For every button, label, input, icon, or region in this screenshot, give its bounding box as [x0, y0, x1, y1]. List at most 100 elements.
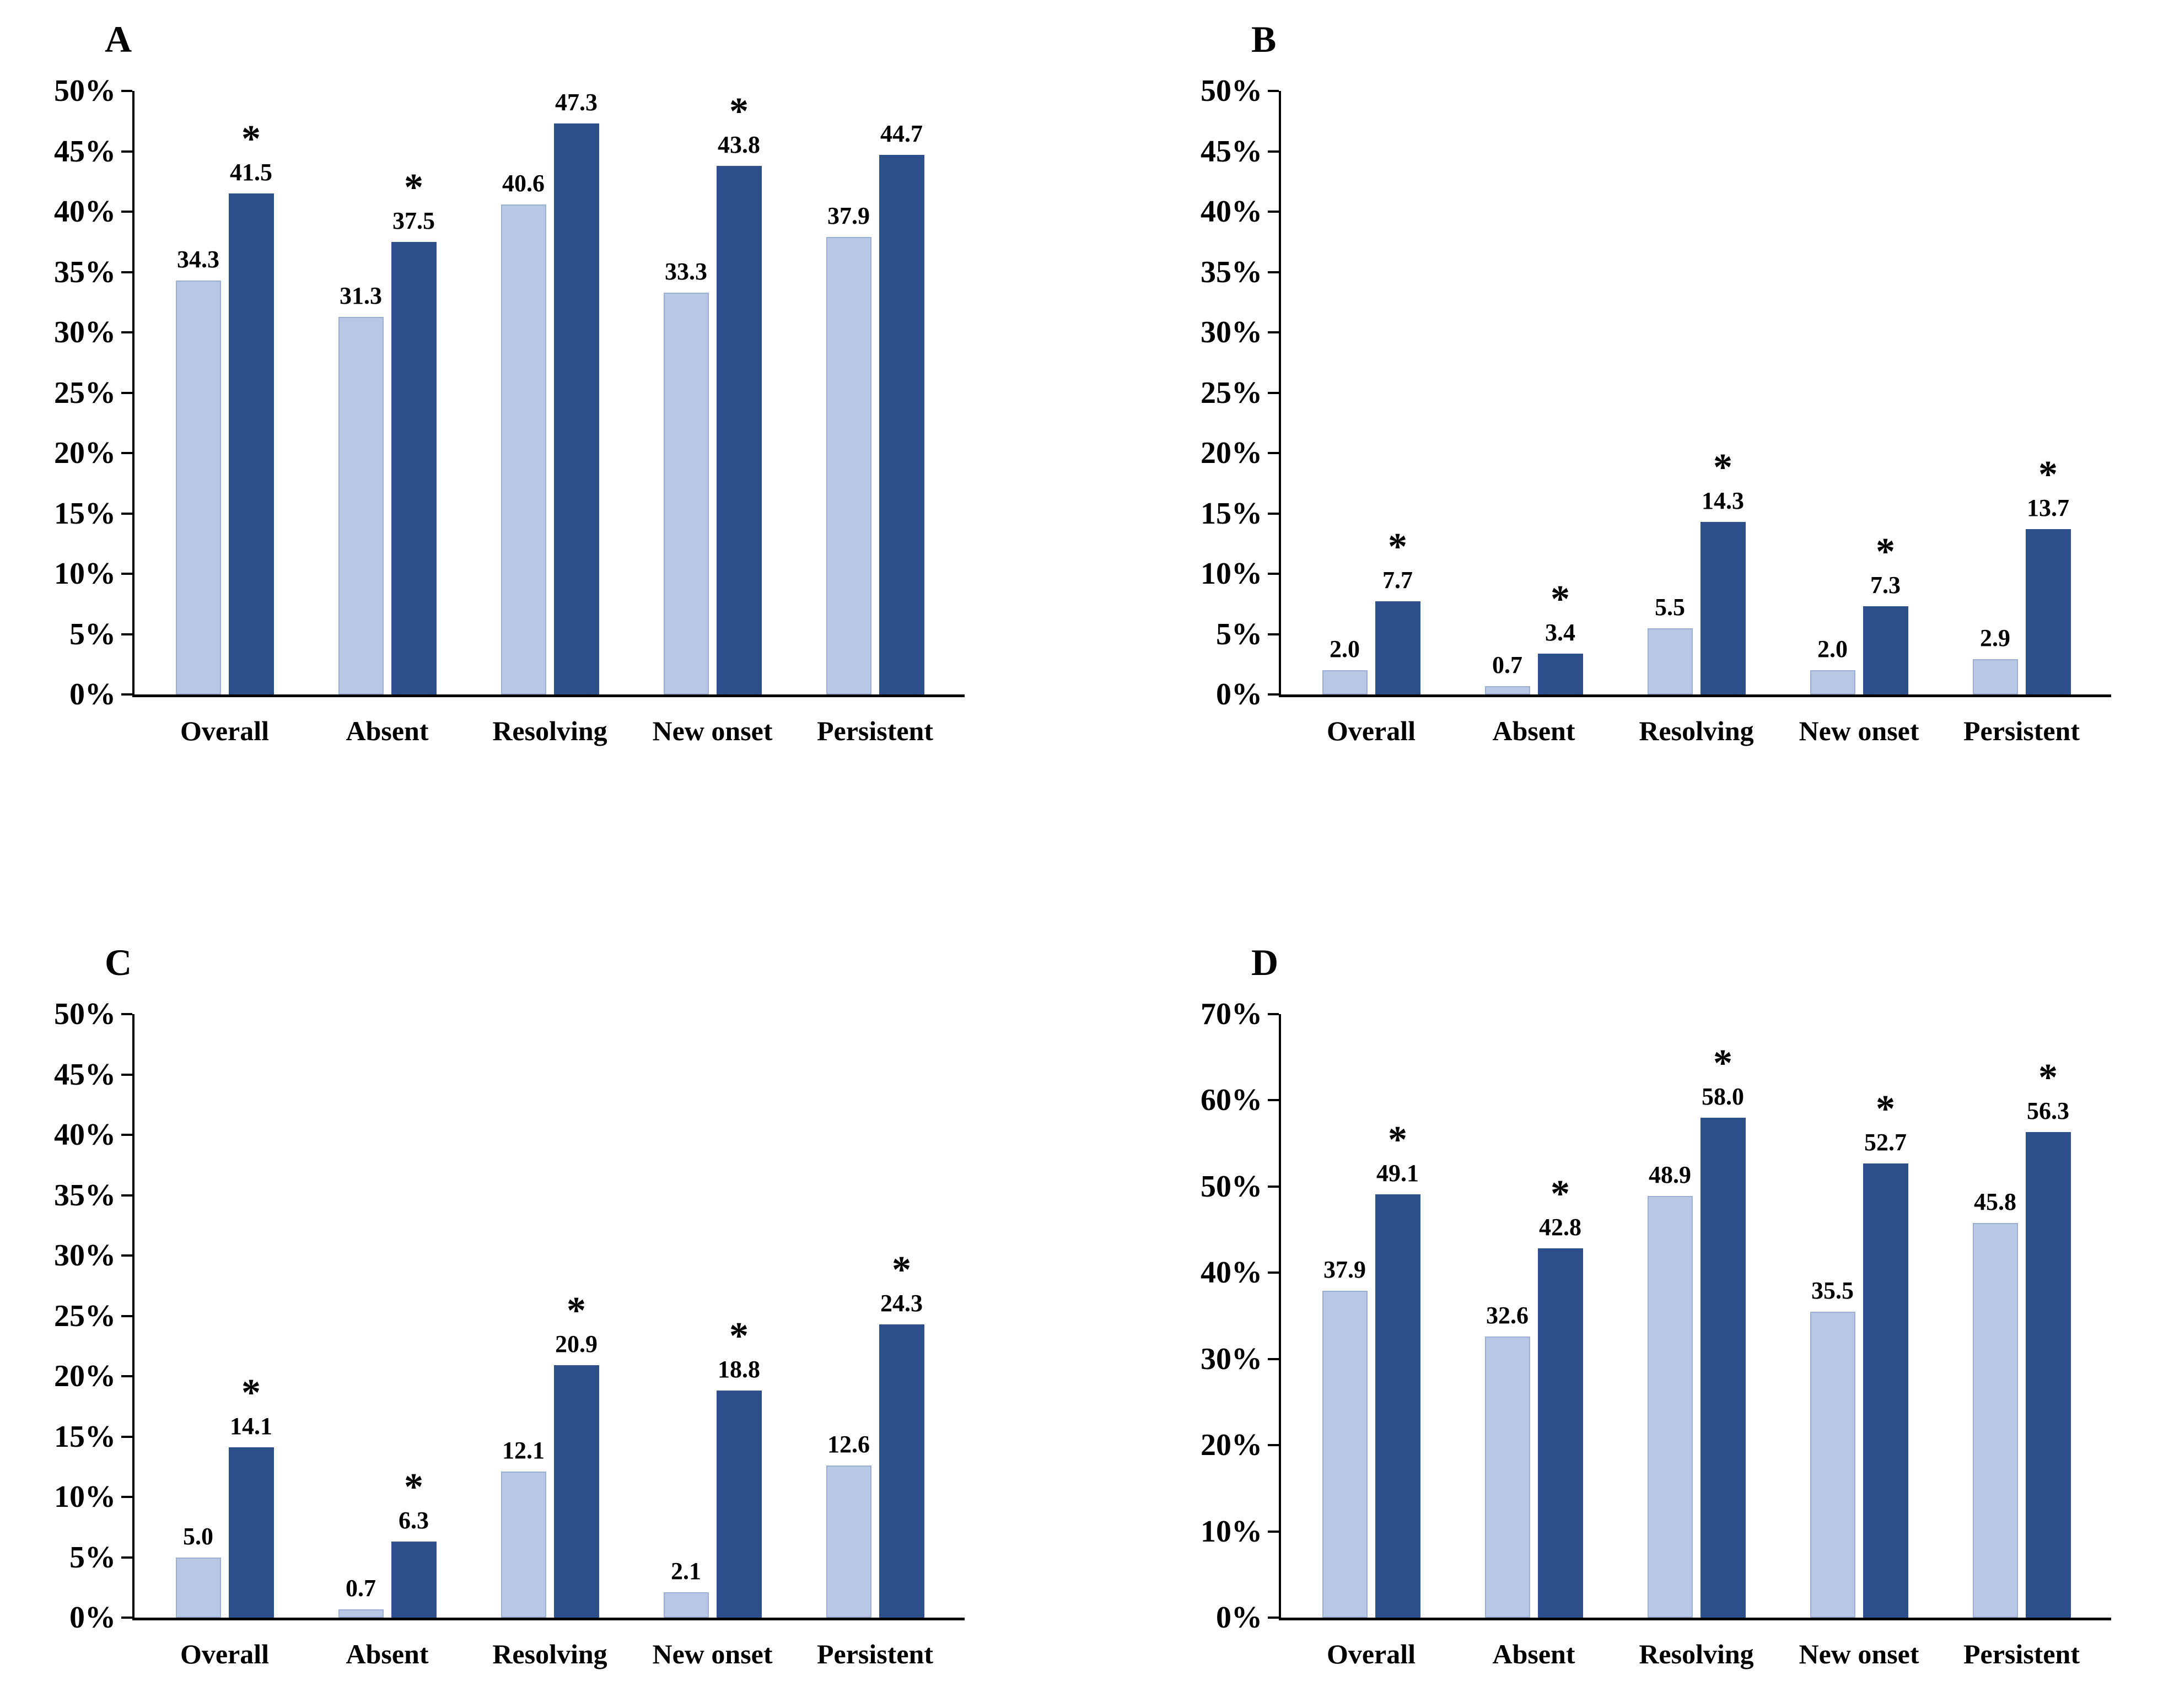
dark-blue-bar: [879, 155, 924, 694]
bar-value-label: 2.9: [1980, 624, 2010, 652]
category-label: Absent: [346, 1639, 429, 1669]
y-tick-mark: [1268, 1357, 1279, 1360]
y-tick-label: 5%: [1216, 617, 1262, 651]
y-tick-label: 20%: [54, 436, 116, 470]
category-label: New onset: [1799, 1639, 1919, 1669]
dark-blue-bar: [1863, 606, 1908, 694]
significance-asterisk: *: [1388, 526, 1407, 569]
category-label: Overall: [180, 715, 270, 746]
dark-blue-bar: [391, 1542, 437, 1618]
category-label: Persistent: [816, 1639, 934, 1669]
bar-value-label: 42.8: [1539, 1214, 1581, 1241]
category-label: New onset: [652, 1639, 773, 1669]
panel-letter: B: [1251, 18, 1277, 60]
y-tick-mark: [121, 633, 132, 635]
bar-value-label: 32.6: [1486, 1302, 1529, 1329]
x-axis-line: [1279, 694, 2111, 697]
y-tick-mark: [121, 271, 132, 273]
category-label: Absent: [1492, 1639, 1575, 1669]
significance-asterisk: *: [2038, 1057, 2058, 1100]
y-tick-label: 10%: [1201, 557, 1262, 591]
y-tick-label: 0%: [69, 677, 116, 712]
significance-asterisk: *: [1876, 531, 1895, 574]
dark-blue-bar: [228, 193, 274, 694]
significance-asterisk: *: [1713, 1042, 1732, 1085]
bar-value-label: 5.5: [1655, 593, 1685, 621]
significance-asterisk: *: [241, 1372, 261, 1415]
y-tick-mark: [121, 331, 132, 333]
bar-value-label: 31.3: [340, 282, 382, 309]
bar-value-label: 7.7: [1382, 567, 1413, 594]
y-tick-mark: [121, 90, 132, 92]
panel-letter: D: [1251, 941, 1279, 983]
category-label: New onset: [652, 715, 773, 746]
bar-value-label: 2.1: [671, 1558, 701, 1585]
y-tick-label: 40%: [54, 1118, 116, 1152]
y-tick-mark: [121, 150, 132, 153]
y-tick-mark: [1268, 1099, 1279, 1102]
x-axis-line: [1279, 1618, 2111, 1620]
light-blue-bar: [175, 1557, 221, 1618]
significance-asterisk: *: [404, 1466, 423, 1509]
y-tick-label: 0%: [1216, 677, 1262, 712]
bar-value-label: 0.7: [346, 1574, 376, 1602]
significance-asterisk: *: [1388, 1118, 1407, 1161]
y-tick-mark: [1268, 331, 1279, 333]
bar-value-label: 35.5: [1811, 1276, 1854, 1304]
y-tick-mark: [121, 1073, 132, 1076]
y-tick-label: 0%: [69, 1601, 116, 1635]
y-tick-mark: [1268, 1444, 1279, 1447]
light-blue-bar: [175, 280, 221, 694]
dark-blue-bar: [1375, 1194, 1420, 1618]
y-axis-line: [1279, 91, 1281, 696]
y-tick-mark: [121, 1254, 132, 1257]
y-tick-mark: [1268, 271, 1279, 273]
y-tick-label: 15%: [1201, 496, 1262, 531]
y-tick-mark: [1268, 1617, 1279, 1619]
bar-value-label: 14.3: [1702, 487, 1744, 514]
panel-c: C 50% 45% 40% 35% 30% 25% 20% 15% 10% 5% 0% 5.0 14.1 *…: [22, 937, 1014, 1708]
y-tick-label: 30%: [1201, 315, 1262, 349]
y-axis-line: [132, 91, 134, 696]
light-blue-bar: [501, 204, 546, 694]
y-tick-label: 60%: [1201, 1083, 1262, 1118]
dark-blue-bar: [1537, 1248, 1583, 1618]
light-blue-bar: [338, 316, 384, 694]
light-blue-bar: [338, 1609, 384, 1618]
y-tick-mark: [1268, 1013, 1279, 1015]
bar-value-label: 7.3: [1870, 572, 1901, 599]
y-tick-mark: [1268, 1530, 1279, 1533]
y-tick-mark: [121, 1375, 132, 1377]
bar-value-label: 34.3: [177, 245, 219, 273]
light-blue-bar: [1484, 686, 1530, 694]
y-tick-label: 15%: [54, 496, 116, 531]
y-tick-label: 45%: [54, 134, 116, 169]
bar-value-label: 20.9: [555, 1330, 598, 1358]
y-tick-label: 35%: [1201, 255, 1262, 289]
panel-d: D 70% 60% 50% 40% 30% 20% 10% 0% 37.9 49.1 * Overall…: [1169, 937, 2158, 1708]
bar-value-label: 12.6: [827, 1431, 870, 1458]
bar-value-label: 5.0: [183, 1522, 213, 1550]
category-label: Overall: [180, 1639, 270, 1669]
significance-asterisk: *: [2038, 453, 2058, 496]
y-tick-label: 70%: [1201, 997, 1262, 1031]
bar-value-label: 37.9: [1323, 1256, 1366, 1284]
dark-blue-bar: [1863, 1163, 1908, 1618]
bar-value-label: 24.3: [880, 1289, 923, 1317]
y-axis-line: [132, 1014, 134, 1619]
y-tick-label: 40%: [54, 195, 116, 229]
y-tick-mark: [121, 1496, 132, 1498]
y-tick-label: 10%: [54, 557, 116, 591]
y-tick-mark: [1268, 150, 1279, 153]
bar-value-label: 49.1: [1376, 1159, 1419, 1187]
bar-value-label: 0.7: [1492, 651, 1522, 678]
category-label: Resolving: [492, 1639, 607, 1669]
bar-value-label: 56.3: [2027, 1097, 2069, 1125]
bar-value-label: 2.0: [1330, 635, 1360, 663]
category-label: Resolving: [1639, 715, 1754, 746]
y-tick-mark: [121, 1617, 132, 1619]
light-blue-bar: [1484, 1337, 1530, 1618]
dark-blue-bar: [1375, 601, 1420, 694]
bar-value-label: 52.7: [1864, 1128, 1907, 1156]
y-tick-label: 25%: [54, 375, 116, 410]
